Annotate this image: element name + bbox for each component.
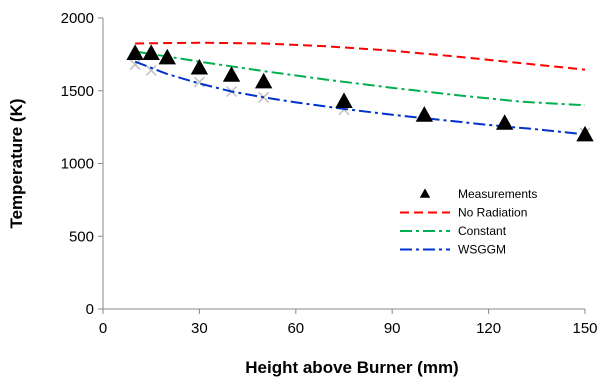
- series-line-no-radiation: [135, 41, 586, 71]
- y-tick-label: 0: [86, 301, 94, 318]
- y-tick-label: 1500: [61, 83, 94, 100]
- y-tick-label: 500: [69, 228, 94, 245]
- legend-label: WSGGM: [458, 243, 506, 257]
- x-tick-label: 90: [384, 320, 401, 337]
- series-line-wsggm: [134, 60, 586, 136]
- axes: [98, 17, 586, 314]
- data-point-measurement: [254, 72, 273, 89]
- legend-label: Measurements: [458, 187, 537, 201]
- data-point-measurement: [415, 106, 434, 122]
- legend-entry: Measurements: [419, 187, 537, 201]
- x-tick-label: 30: [191, 320, 208, 337]
- x-tick-label: 60: [287, 320, 304, 337]
- legend-marker-measurements: [419, 188, 431, 198]
- series-line-constant: [134, 50, 586, 107]
- tick-labels: 0 500 1000 1500 2000 0 30 60 90 120 150: [61, 10, 598, 337]
- x-marker: [193, 76, 205, 88]
- x-tick-label: 150: [572, 320, 597, 337]
- data-point-measurement: [576, 125, 594, 142]
- data-point-measurement: [126, 44, 144, 60]
- x-marker: [129, 59, 141, 71]
- data-point-measurement: [335, 92, 353, 108]
- x-axis-title: Height above Burner (mm): [245, 358, 458, 377]
- legend: Measurements No Radiation Constant WSGGM: [400, 187, 537, 257]
- legend-label: No Radiation: [458, 206, 527, 220]
- data-point-measurement: [142, 44, 160, 60]
- x-tick-label: 120: [476, 320, 501, 337]
- data-point-measurement: [158, 48, 176, 65]
- legend-entry: WSGGM: [400, 243, 506, 257]
- x-marker: [145, 64, 157, 76]
- x-tick-label: 0: [99, 320, 107, 337]
- data-point-measurement: [190, 58, 209, 75]
- series-layer: [126, 41, 594, 142]
- data-point-measurement: [495, 114, 514, 130]
- legend-entry: No Radiation: [400, 206, 527, 220]
- y-tick-label: 1000: [61, 156, 94, 173]
- legend-label: Constant: [458, 224, 507, 238]
- y-axis-title: Temperature (K): [7, 98, 26, 228]
- legend-entry: Constant: [400, 224, 507, 238]
- data-point-measurement: [222, 66, 241, 82]
- y-tick-label: 2000: [61, 10, 94, 27]
